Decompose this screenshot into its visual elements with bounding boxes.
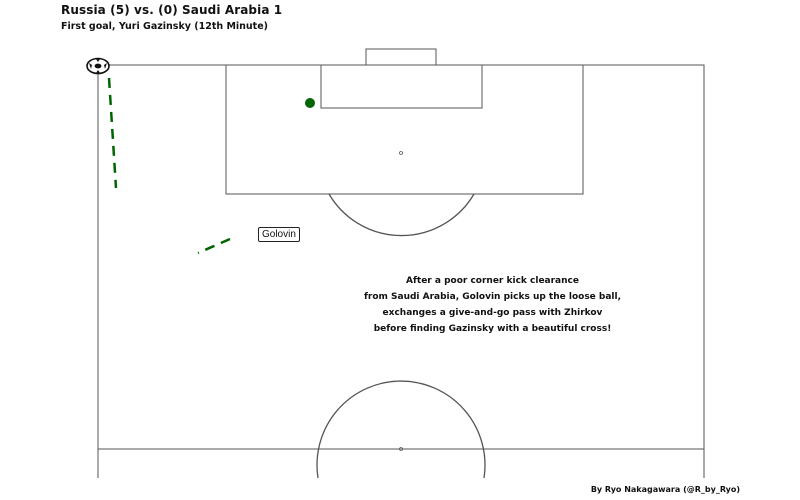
play-description-line: exchanges a give-and-go pass with Zhirko… [382,308,603,318]
goal-shot-marker [305,98,315,108]
author-credit: By Ryo Nakagawara (@R_by_Ryo) [590,485,740,494]
chart-title: Russia (5) vs. (0) Saudi Arabia 1 [61,3,283,17]
chart-subtitle: First goal, Yuri Gazinsky (12th Minute) [61,21,269,32]
pitch-boundary [97,64,705,478]
pass-corner-kick [107,77,118,189]
six-yard-box [320,65,483,109]
play-description-line: After a poor corner kick clearance [406,276,579,286]
player-label-golovin: Golovin [258,227,300,242]
goal [365,48,437,65]
play-description-line: before finding Gazinsky with a beautiful… [373,324,612,334]
pass-golovin [197,237,231,255]
penalty-box [225,65,584,195]
center-spot [399,447,403,451]
center-circle [316,380,486,479]
play-description-line: from Saudi Arabia, Golovin picks up the … [363,292,622,302]
penalty-spot [399,151,403,155]
soccer-ball-icon [86,57,110,75]
play-description: After a poor corner kick clearance from … [360,273,625,337]
penalty-arc [328,193,475,237]
